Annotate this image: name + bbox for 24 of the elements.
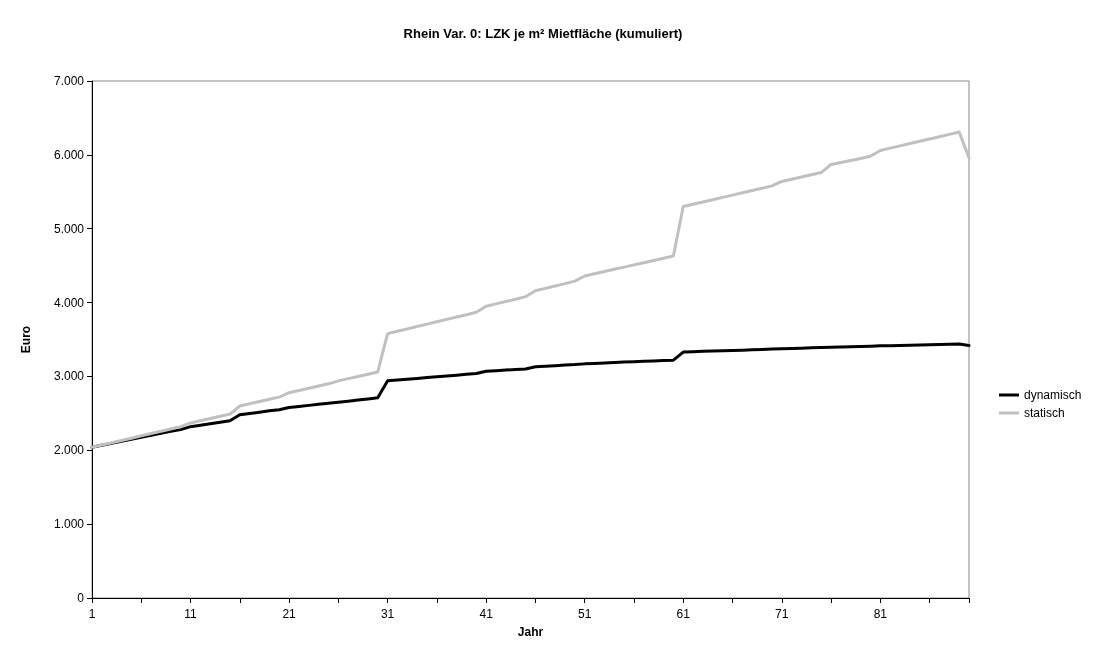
legend-label: dynamisch [1024,388,1082,402]
x-axis-title: Jahr [517,625,544,639]
line-series [90,130,971,449]
x-tick-label: 61 [676,607,691,621]
legend-label: statisch [1024,406,1065,420]
x-tick-label: 31 [380,607,395,621]
y-tick-label: 5.000 [53,221,85,236]
x-tick-label: 1 [88,607,96,621]
x-tick-label: 71 [775,607,789,621]
y-axis-title: Euro [19,325,33,354]
y-tick-label: 2.000 [53,443,85,458]
y-tick-label: 1.000 [53,517,85,532]
y-tick-label: 0 [77,591,85,605]
x-tick-label: 51 [578,607,592,621]
y-tick-label: 3.000 [53,369,85,384]
chart-title: Rhein Var. 0: LZK je m² Mietfläche (kumuliert) [403,26,683,41]
y-tick-label: 6.000 [53,147,85,162]
x-tick-label: 81 [873,607,888,621]
x-tick-label: 11 [184,607,198,621]
x-tick-label: 41 [479,607,494,621]
line-series [90,342,971,449]
y-tick-label: 4.000 [53,295,85,310]
x-tick-label: 21 [282,607,297,621]
y-tick-label: 7.000 [53,74,85,88]
